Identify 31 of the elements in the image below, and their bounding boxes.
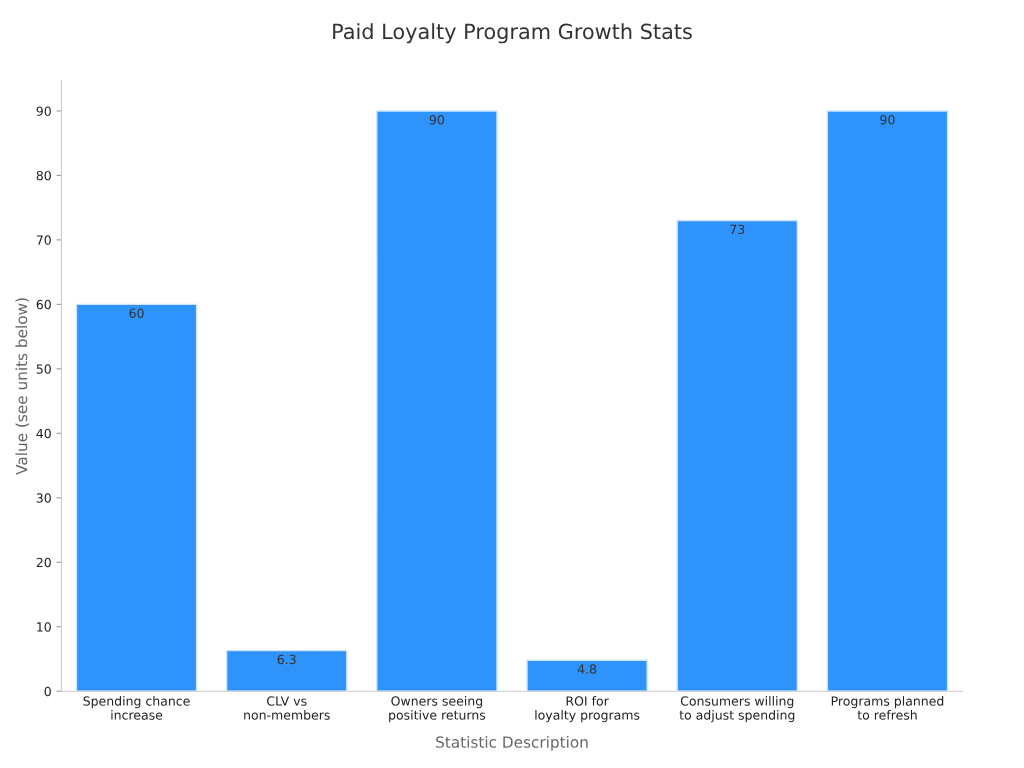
y-tick-label: 0: [44, 686, 51, 697]
bar: [526, 659, 648, 692]
x-axis-title: Statistic Description: [436, 736, 588, 751]
bar: [75, 303, 198, 692]
y-tick-label: 70: [36, 235, 51, 245]
x-tick-label: Programs planned to refresh: [831, 696, 944, 720]
data-label: 90: [429, 115, 445, 125]
y-tick-label: 30: [36, 493, 51, 503]
x-tick-label: Consumers willing to adjust spending: [679, 696, 795, 723]
y-tick-label: 10: [37, 622, 51, 632]
bar: [225, 649, 348, 692]
bar: [826, 110, 949, 692]
x-tick-label: ROI for loyalty programs: [535, 696, 640, 723]
bar: [676, 219, 799, 692]
data-label: 73: [730, 224, 745, 235]
x-tick-label: Spending chance increase: [83, 696, 190, 720]
y-tick-label: 80: [36, 170, 51, 181]
data-label: 6.3: [277, 654, 296, 665]
bar: [376, 110, 498, 692]
y-tick-label: 40: [36, 428, 51, 439]
data-label: 4.8: [577, 664, 597, 674]
y-tick-label: 90: [36, 106, 51, 116]
y-tick-label: 20: [36, 557, 51, 568]
y-tick-label: 60: [36, 299, 51, 310]
x-tick-label: Owners seeing positive returns: [389, 696, 486, 723]
chart-title: Paid Loyalty Program Growth Stats: [333, 23, 692, 44]
data-label: 90: [880, 115, 895, 125]
y-axis-title: Value (see units below): [15, 298, 30, 475]
x-tick-label: CLV vs non-members: [244, 696, 330, 720]
y-tick-label: 50: [36, 364, 51, 374]
data-label: 60: [129, 308, 144, 318]
